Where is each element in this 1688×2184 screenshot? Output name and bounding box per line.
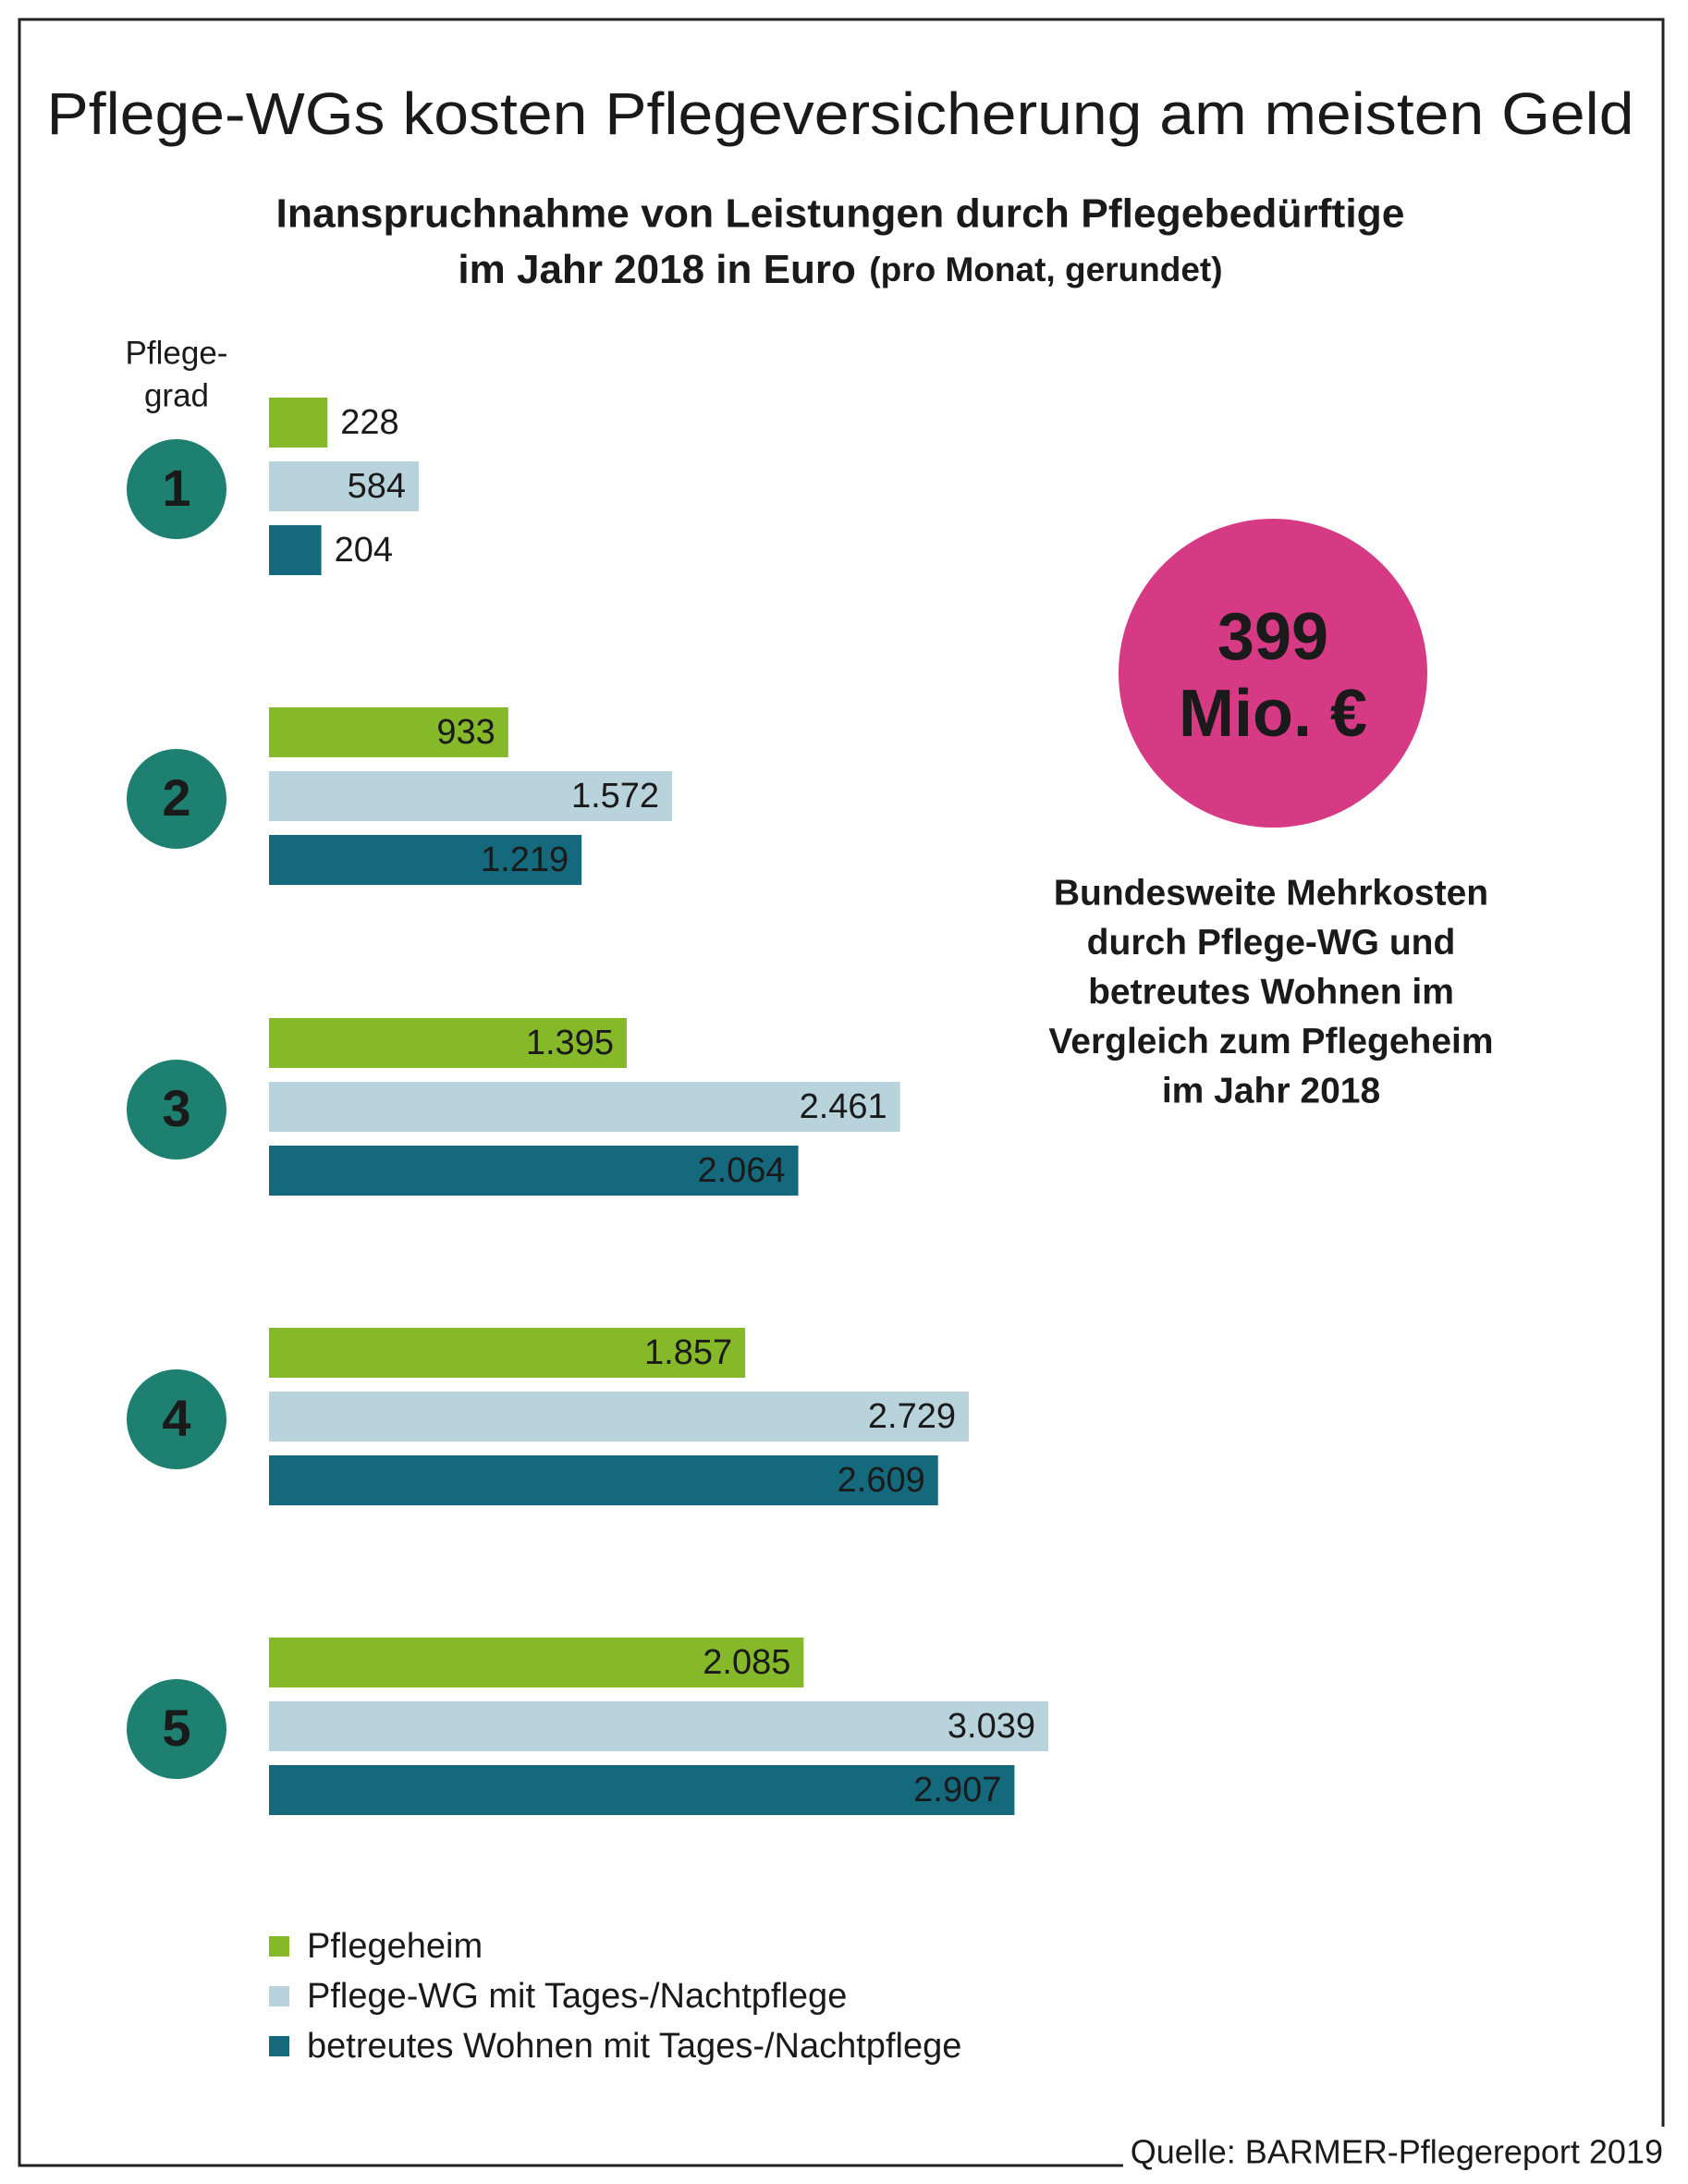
category-badge	[127, 1679, 226, 1779]
source: Quelle: BARMER-Pflegereport 2019	[1131, 2133, 1663, 2171]
highlight-circle	[1119, 519, 1427, 828]
category-label: 4	[162, 1389, 190, 1447]
category-badge	[127, 439, 226, 539]
highlight-text: durch Pflege-WG und	[1087, 923, 1456, 963]
highlight-text: Bundesweite Mehrkosten	[1054, 873, 1488, 913]
value-label: 2.461	[800, 1087, 887, 1126]
value-label: 933	[436, 713, 495, 752]
bar	[269, 461, 419, 511]
highlight-text: im Jahr 2018	[1162, 1071, 1380, 1110]
subtitle: im Jahr 2018 in Euro (pro Monat, gerunde…	[458, 247, 1222, 292]
category-badge	[127, 1369, 226, 1469]
bar	[269, 835, 582, 885]
value-label: 1.395	[526, 1024, 614, 1062]
value-label: 1.572	[571, 777, 659, 816]
value-label: 2.609	[838, 1461, 925, 1500]
bar	[269, 771, 673, 821]
subtitle-note: (pro Monat, gerundet)	[869, 251, 1222, 288]
category-axis-label: Pflege-	[126, 335, 228, 371]
frame	[18, 18, 1665, 2167]
highlight-unit: Mio. €	[1179, 677, 1367, 751]
bar	[269, 398, 328, 448]
category-axis-label: grad	[144, 377, 209, 413]
legend-label: Pflegeheim	[307, 1927, 483, 1966]
value-label: 204	[335, 531, 393, 570]
value-label: 1.857	[644, 1333, 732, 1372]
highlight-text: betreutes Wohnen im	[1088, 972, 1454, 1012]
chart-title: Pflege-WGs kosten Pflegeversicherung am …	[47, 80, 1634, 147]
value-label: 2.064	[697, 1151, 785, 1190]
bar	[269, 1701, 1048, 1751]
bar	[269, 1328, 746, 1378]
value-label: 2.907	[913, 1771, 1001, 1810]
bar	[269, 1638, 804, 1687]
legend-label: Pflege-WG mit Tages-/Nachtpflege	[307, 1977, 847, 2016]
legend-swatch	[269, 2036, 289, 2056]
legend-swatch	[269, 1936, 289, 1957]
category-label: 1	[162, 459, 190, 517]
legend-swatch	[269, 1986, 289, 2006]
value-label: 2.729	[868, 1397, 956, 1436]
legend-label: betreutes Wohnen mit Tages-/Nachtpflege	[307, 2027, 961, 2066]
highlight-text: Vergleich zum Pflegeheim	[1048, 1022, 1493, 1061]
highlight-value: 399	[1217, 600, 1328, 674]
category-badge	[127, 1060, 226, 1159]
bar	[269, 1082, 900, 1132]
value-label: 1.219	[481, 840, 569, 879]
bar	[269, 1765, 1015, 1815]
value-label: 2.085	[703, 1643, 790, 1682]
subtitle: Inanspruchnahme von Leistungen durch Pfl…	[276, 191, 1405, 237]
subtitle-part: im Jahr 2018 in Euro	[458, 247, 855, 292]
bar	[269, 525, 322, 575]
category-label: 5	[162, 1699, 190, 1757]
bar	[269, 1146, 799, 1196]
category-label: 3	[162, 1079, 190, 1137]
bar	[269, 1455, 938, 1505]
bar	[269, 1392, 970, 1442]
value-label: 228	[340, 403, 398, 442]
value-label: 584	[348, 467, 406, 506]
value-label: 3.039	[948, 1707, 1035, 1746]
bar	[269, 1018, 627, 1068]
bar	[269, 707, 508, 757]
category-badge	[127, 749, 226, 849]
category-label: 2	[162, 768, 190, 827]
